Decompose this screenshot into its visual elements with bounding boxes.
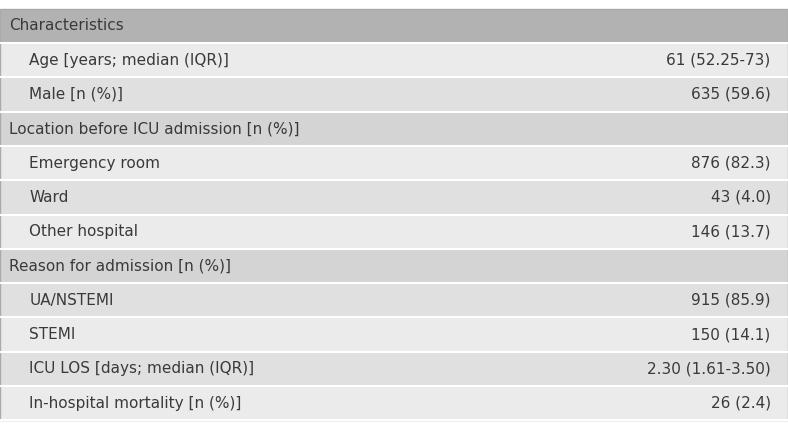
- FancyBboxPatch shape: [0, 43, 788, 77]
- Text: Age [years; median (IQR)]: Age [years; median (IQR)]: [29, 53, 229, 67]
- Text: Ward: Ward: [29, 190, 69, 205]
- Text: ICU LOS [days; median (IQR)]: ICU LOS [days; median (IQR)]: [29, 362, 255, 376]
- FancyBboxPatch shape: [0, 386, 788, 420]
- Text: 150 (14.1): 150 (14.1): [691, 327, 771, 342]
- Text: Reason for admission [n (%)]: Reason for admission [n (%)]: [9, 259, 232, 273]
- Text: 915 (85.9): 915 (85.9): [691, 293, 771, 308]
- FancyBboxPatch shape: [0, 77, 788, 112]
- Text: STEMI: STEMI: [29, 327, 76, 342]
- Text: 635 (59.6): 635 (59.6): [691, 87, 771, 102]
- FancyBboxPatch shape: [0, 146, 788, 180]
- Text: 146 (13.7): 146 (13.7): [691, 224, 771, 239]
- Text: 26 (2.4): 26 (2.4): [711, 396, 771, 411]
- FancyBboxPatch shape: [0, 249, 788, 283]
- FancyBboxPatch shape: [0, 317, 788, 352]
- Text: 43 (4.0): 43 (4.0): [711, 190, 771, 205]
- Text: Location before ICU admission [n (%)]: Location before ICU admission [n (%)]: [9, 121, 300, 136]
- FancyBboxPatch shape: [0, 180, 788, 214]
- Text: 61 (52.25-73): 61 (52.25-73): [667, 53, 771, 67]
- Text: 876 (82.3): 876 (82.3): [691, 156, 771, 170]
- Text: Characteristics: Characteristics: [9, 18, 125, 33]
- FancyBboxPatch shape: [0, 214, 788, 249]
- Text: Other hospital: Other hospital: [29, 224, 138, 239]
- Text: Male [n (%)]: Male [n (%)]: [29, 87, 123, 102]
- Text: 2.30 (1.61-3.50): 2.30 (1.61-3.50): [647, 362, 771, 376]
- Text: In-hospital mortality [n (%)]: In-hospital mortality [n (%)]: [29, 396, 242, 411]
- Text: Emergency room: Emergency room: [29, 156, 160, 170]
- FancyBboxPatch shape: [0, 9, 788, 43]
- FancyBboxPatch shape: [0, 112, 788, 146]
- FancyBboxPatch shape: [0, 283, 788, 317]
- Text: UA/NSTEMI: UA/NSTEMI: [29, 293, 113, 308]
- FancyBboxPatch shape: [0, 352, 788, 386]
